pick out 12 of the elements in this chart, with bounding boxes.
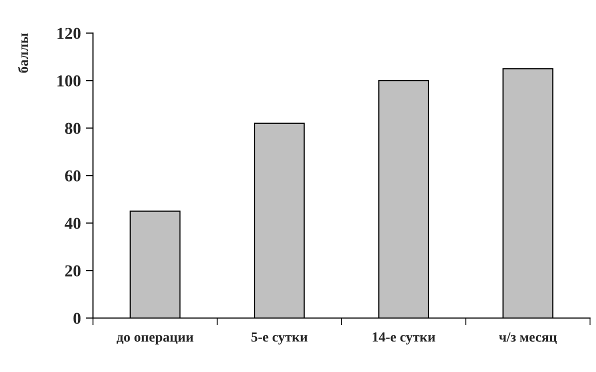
y-tick-label: 40 [64,218,81,230]
y-tick-label: 20 [65,265,81,277]
x-tick-label: 5-е сутки [251,332,308,345]
y-tick-label: 0 [73,312,81,324]
y-tick-label: 120 [58,28,81,40]
x-tick-label: ч/з месяц [498,332,557,344]
y-axis-title: баллы [18,33,28,73]
x-tick-label: 14-е сутки [372,332,436,345]
x-tick-label: до операции [116,335,194,345]
y-tick-label: 80 [65,122,81,134]
y-tick-label: 100 [58,75,81,87]
y-tick-label: 60 [65,170,81,182]
